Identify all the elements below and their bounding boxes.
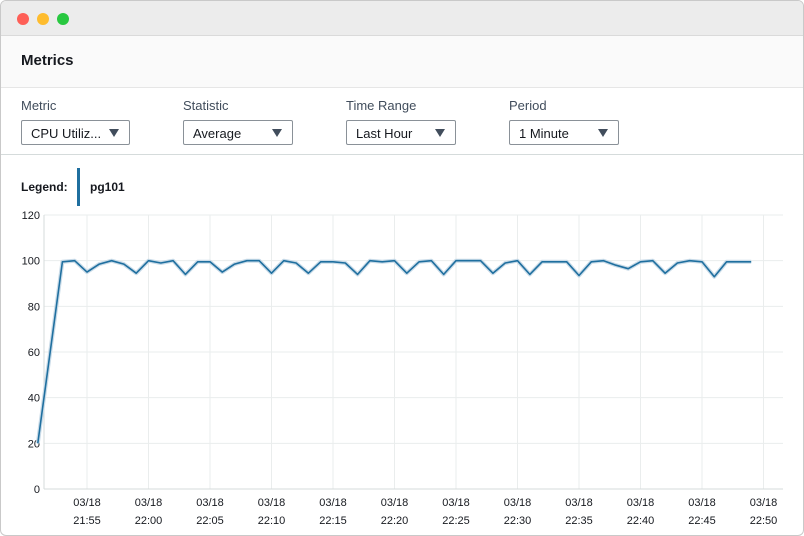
close-window-button[interactable] bbox=[17, 13, 29, 25]
time-range-label: Time Range bbox=[346, 98, 417, 113]
maximize-window-button[interactable] bbox=[57, 13, 69, 25]
metric-select-value: CPU Utiliz... bbox=[31, 126, 102, 141]
caret-down-icon bbox=[272, 129, 282, 137]
cpu-utilization-chart: 02040608010012003/1821:5503/1822:0003/18… bbox=[22, 210, 783, 527]
x-tick-label-date: 03/18 bbox=[565, 497, 593, 509]
x-tick-label-date: 03/18 bbox=[688, 497, 716, 509]
y-tick-label: 120 bbox=[22, 210, 40, 222]
x-tick-label-time: 22:30 bbox=[504, 515, 532, 527]
x-tick-label-time: 22:15 bbox=[319, 515, 347, 527]
time-range-control: Time Range Last Hour bbox=[346, 97, 456, 145]
x-tick-label-date: 03/18 bbox=[442, 497, 470, 509]
x-tick-label-time: 22:10 bbox=[258, 515, 286, 527]
legend-swatch[interactable] bbox=[77, 168, 80, 206]
x-tick-label-date: 03/18 bbox=[258, 497, 286, 509]
minimize-window-button[interactable] bbox=[37, 13, 49, 25]
caret-down-icon bbox=[435, 129, 445, 137]
metric-controls: Metric CPU Utiliz... Statistic Average T… bbox=[1, 88, 803, 155]
x-tick-label-time: 22:00 bbox=[135, 515, 163, 527]
panel-header: Metrics bbox=[1, 36, 803, 88]
time-range-select-value: Last Hour bbox=[356, 126, 413, 141]
period-select-value: 1 Minute bbox=[519, 126, 569, 141]
statistic-control: Statistic Average bbox=[183, 97, 293, 145]
x-tick-label-time: 22:25 bbox=[442, 515, 470, 527]
x-tick-label-date: 03/18 bbox=[73, 497, 101, 509]
x-tick-label-date: 03/18 bbox=[504, 497, 532, 509]
metric-select[interactable]: CPU Utiliz... bbox=[21, 120, 130, 145]
statistic-label: Statistic bbox=[183, 98, 229, 113]
caret-down-icon bbox=[598, 129, 608, 137]
y-tick-label: 80 bbox=[28, 301, 40, 313]
caret-down-icon bbox=[109, 129, 119, 137]
metric-label: Metric bbox=[21, 98, 57, 113]
metric-control: Metric CPU Utiliz... bbox=[21, 97, 130, 145]
x-tick-label-date: 03/18 bbox=[319, 497, 347, 509]
x-tick-label-date: 03/18 bbox=[196, 497, 224, 509]
statistic-select[interactable]: Average bbox=[183, 120, 293, 145]
page-title: Metrics bbox=[21, 52, 74, 69]
x-tick-label-time: 21:55 bbox=[73, 515, 101, 527]
x-tick-label-date: 03/18 bbox=[627, 497, 655, 509]
x-tick-label-time: 22:05 bbox=[196, 515, 224, 527]
legend-series-name[interactable]: pg101 bbox=[90, 180, 125, 194]
y-tick-label: 40 bbox=[28, 393, 40, 405]
y-tick-label: 0 bbox=[34, 484, 40, 496]
period-select[interactable]: 1 Minute bbox=[509, 120, 619, 145]
period-control: Period 1 Minute bbox=[509, 97, 619, 145]
statistic-select-value: Average bbox=[193, 126, 242, 141]
time-range-select[interactable]: Last Hour bbox=[346, 120, 456, 145]
x-tick-label-time: 22:45 bbox=[688, 515, 716, 527]
y-tick-label: 100 bbox=[22, 256, 40, 268]
x-tick-label-date: 03/18 bbox=[750, 497, 778, 509]
x-tick-label-time: 22:40 bbox=[627, 515, 655, 527]
period-label: Period bbox=[509, 98, 547, 113]
legend-label: Legend: bbox=[21, 180, 68, 194]
series-line-pg101[interactable] bbox=[37, 259, 752, 444]
x-tick-label-time: 22:35 bbox=[565, 515, 593, 527]
x-tick-label-date: 03/18 bbox=[135, 497, 163, 509]
title-bar bbox=[1, 1, 803, 36]
x-tick-label-date: 03/18 bbox=[381, 497, 409, 509]
y-tick-label: 60 bbox=[28, 347, 40, 359]
x-tick-label-time: 22:50 bbox=[750, 515, 778, 527]
x-tick-label-time: 22:20 bbox=[381, 515, 409, 527]
